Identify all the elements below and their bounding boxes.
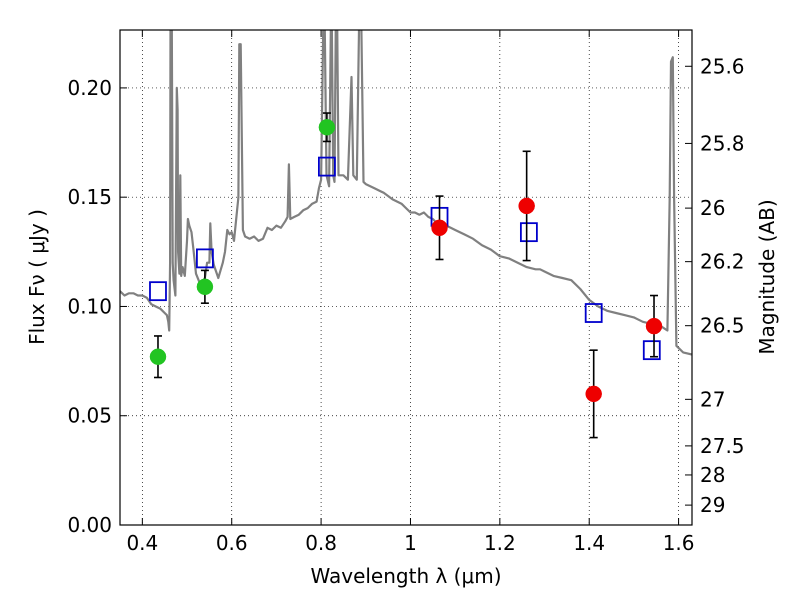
y-tick-label: 0.05 — [67, 404, 112, 428]
model-flux-marker — [318, 156, 336, 177]
magnitude-tick-label: 27 — [700, 387, 725, 411]
x-tick-label: 0.4 — [126, 531, 158, 555]
plot-area — [120, 30, 692, 356]
magnitude-tick-label: 25.6 — [700, 54, 745, 78]
observed-flux-point — [585, 385, 602, 403]
magnitude-tick-label: 25.8 — [700, 131, 745, 155]
magnitude-tick-label: 28 — [700, 463, 725, 487]
plot-frame — [119, 29, 693, 526]
markers — [149, 112, 663, 439]
y-tick-label: 0.10 — [67, 294, 112, 318]
x-tick-label: 0.6 — [216, 531, 248, 555]
observed-flux-point — [149, 348, 167, 365]
magnitude-tick-label: 26.5 — [700, 314, 745, 338]
observed-flux-point — [518, 197, 535, 215]
y-tick-label: 0.15 — [67, 185, 112, 209]
x-tick-label: 1.4 — [573, 531, 605, 555]
y-tick-label: 0.00 — [67, 513, 112, 537]
x-tick-label: 0.8 — [305, 531, 337, 555]
x-axis-label: Wavelength λ (μm) — [310, 564, 501, 588]
observed-flux-point — [431, 219, 448, 237]
template-spectrum-line — [120, 30, 692, 356]
model-flux-marker — [196, 248, 214, 269]
x-tick-label: 1 — [404, 531, 417, 555]
magnitude-tick-label: 29 — [700, 493, 725, 517]
observed-flux-point — [196, 278, 214, 296]
observed-flux-point — [318, 119, 336, 136]
model-flux-marker — [584, 303, 603, 323]
magnitude-tick-label: 27.5 — [700, 434, 745, 458]
x-tick-label: 1.6 — [663, 531, 695, 555]
model-flux-marker — [519, 222, 538, 243]
magnitude-tick-label: 26 — [700, 196, 725, 220]
axes: 0.4 0.6 0.8 1 1.2 1.4 1.6 0.00 0.05 0.10 0.15 0.20 2… — [67, 30, 745, 555]
model-flux-marker — [642, 340, 661, 361]
model-flux-marker — [149, 281, 167, 302]
x-tick-label: 1.2 — [484, 531, 516, 555]
observed-flux-point — [645, 317, 663, 335]
y-tick-label: 0.20 — [67, 76, 112, 100]
y-axis-label: Flux Fν ( μJy ) — [25, 209, 49, 345]
magnitude-tick-label: 26.2 — [700, 250, 745, 274]
y-axis-right-label: Magnitude (AB) — [755, 199, 779, 354]
